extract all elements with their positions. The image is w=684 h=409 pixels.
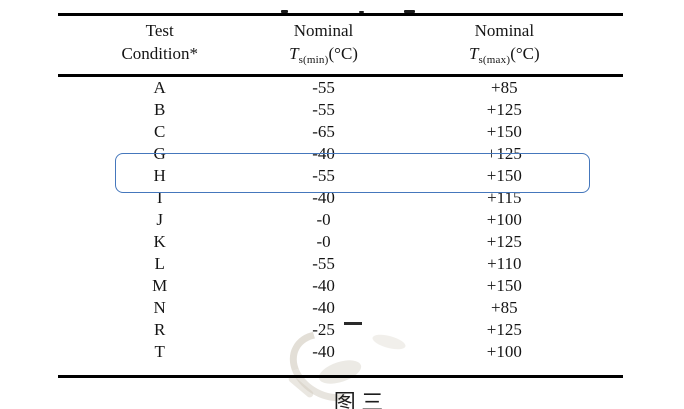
ts-min-cell: -55 [312, 78, 335, 97]
table-row-C: C -65 +150 [58, 121, 623, 143]
ts-min-cell: -40 [312, 342, 335, 361]
ts-min-cell: -40 [312, 276, 335, 295]
tsmax-symbol: T [468, 44, 479, 63]
ts-min-cell: -65 [312, 122, 335, 141]
tsmax-unit: (°C) [510, 44, 540, 63]
ts-max-cell: +125 [486, 232, 522, 251]
table-row-L: L -55 +110 [58, 253, 623, 275]
ts-min-cell: -0 [316, 232, 331, 251]
highlight-box-row-H [115, 153, 590, 193]
test-condition-cell: M [152, 276, 168, 295]
tsmin-unit: (°C) [328, 44, 358, 63]
header-test-condition: Test Condition* [58, 19, 261, 72]
ts-max-cell: +125 [486, 100, 522, 119]
ts-max-cell: +150 [486, 122, 522, 141]
ts-min-cell: -40 [312, 298, 335, 317]
ts-max-cell: +110 [487, 254, 522, 273]
table-top-rule [58, 13, 623, 16]
table-row-N: N -40 +85 [58, 297, 623, 319]
test-condition-cell: C [154, 122, 166, 141]
header-ts-max: Nominal Ts(max)(°C) [386, 19, 623, 72]
ts-min-cell: -0 [316, 210, 331, 229]
ts-min-cell: -55 [312, 166, 335, 185]
ts-max-cell: +150 [486, 166, 522, 185]
header-tsmin-line2: Ts(min)(°C) [261, 42, 385, 72]
ts-max-cell: +125 [486, 320, 522, 339]
header-ts-min: Nominal Ts(min)(°C) [261, 19, 385, 72]
ts-min-cell: -55 [312, 100, 335, 119]
table-row-T: T -40 +100 [58, 341, 623, 363]
cut-text-artifact [404, 10, 415, 13]
ts-max-cell: +100 [486, 342, 522, 361]
table-row-J: J -0 +100 [58, 209, 623, 231]
ts-max-cell: +100 [486, 210, 522, 229]
test-condition-cell: I [156, 188, 163, 207]
tsmin-symbol: T [289, 44, 299, 63]
table-row-R: R -25 +125 [58, 319, 623, 341]
test-condition-cell: L [154, 254, 165, 273]
table-row-M: M -40 +150 [58, 275, 623, 297]
test-condition-cell: K [153, 232, 166, 251]
temperature-table: Test Condition* Nominal Ts(min)(°C) Nomi… [58, 13, 623, 409]
table-header: Test Condition* Nominal Ts(min)(°C) Nomi… [58, 16, 623, 74]
test-condition-cell: A [153, 78, 166, 97]
ts-max-cell: +85 [491, 298, 518, 317]
header-tsmin-line1: Nominal [293, 21, 354, 40]
header-test-line2: Condition* [121, 44, 198, 63]
table-row-H-highlighted: H -55 +150 [58, 165, 623, 187]
test-condition-cell: H [153, 166, 166, 185]
test-condition-cell: J [156, 210, 163, 229]
scan-dash-artifact [344, 322, 362, 325]
header-tsmax-line1: Nominal [474, 21, 535, 40]
ts-max-cell: +150 [486, 276, 522, 295]
header-separator-rule [58, 74, 623, 77]
tsmax-subscript: s(max) [478, 54, 511, 66]
test-condition-cell: N [153, 298, 166, 317]
ts-min-cell: -55 [312, 254, 335, 273]
cut-text-artifact [359, 11, 364, 13]
cut-text-artifact [281, 10, 288, 13]
figure-caption: 图 三 [333, 390, 384, 409]
test-condition-cell: R [154, 320, 166, 339]
table-bottom-rule [58, 375, 623, 378]
table-body: A -55 +85 B -55 +125 C -65 +150 G -40 +1… [58, 77, 623, 363]
table-row-B: B -55 +125 [58, 99, 623, 121]
table-row-K: K -0 +125 [58, 231, 623, 253]
ts-min-cell: -25 [312, 320, 335, 339]
header-tsmax-line2: Ts(max)(°C) [386, 42, 623, 72]
header-test-line1: Test [145, 21, 174, 40]
test-condition-cell: T [154, 342, 165, 361]
tsmin-subscript: s(min) [298, 54, 329, 66]
ts-max-cell: +85 [491, 78, 518, 97]
test-condition-cell: B [154, 100, 166, 119]
table-row-A: A -55 +85 [58, 77, 623, 99]
